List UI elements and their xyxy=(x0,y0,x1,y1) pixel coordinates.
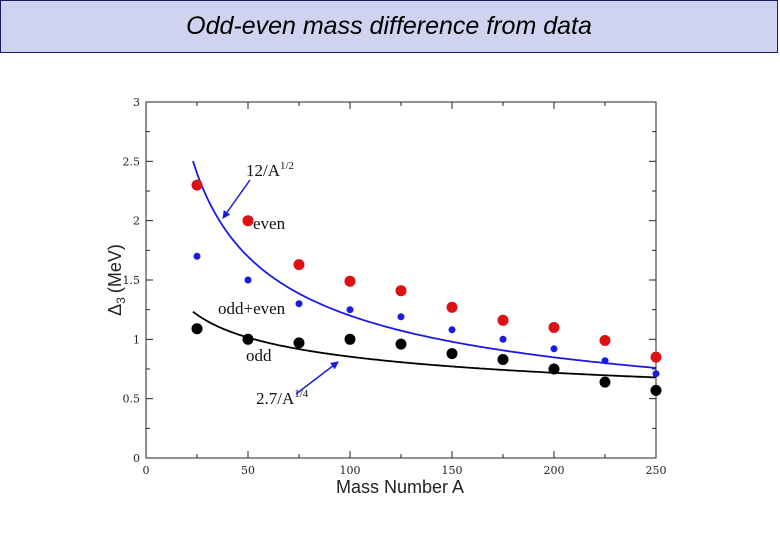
y-axis-label: Δ3 (MeV) xyxy=(105,244,128,316)
x-tick-label: 0 xyxy=(143,464,150,477)
page-title: Odd-even mass difference from data xyxy=(186,12,592,40)
point-even xyxy=(446,301,458,313)
y-axis-label-symbol: Δ xyxy=(105,304,125,316)
point-odd-plus-even xyxy=(499,335,507,343)
y-tick-label: 1 xyxy=(133,333,140,346)
point-even xyxy=(242,215,254,227)
arrow-blue-curve xyxy=(222,179,251,219)
point-odd-plus-even xyxy=(397,313,405,321)
label-even: even xyxy=(253,214,286,233)
point-odd xyxy=(599,376,611,388)
point-odd xyxy=(446,348,458,360)
x-tick-label: 250 xyxy=(646,464,667,477)
label-black-curve-base: 2.7/A xyxy=(256,389,295,408)
point-odd xyxy=(497,354,509,365)
point-odd-plus-even xyxy=(550,345,558,353)
point-odd-plus-even xyxy=(295,300,303,308)
curve-2.7-over-a-quarter xyxy=(192,310,657,379)
y-axis: 0 0.5 1 1.5 2 2.5 3 xyxy=(123,96,656,465)
point-even xyxy=(650,351,662,363)
point-even xyxy=(191,179,203,191)
title-bar xyxy=(0,0,778,53)
point-odd-plus-even xyxy=(652,370,660,378)
point-even xyxy=(395,285,407,297)
x-tick-label: 200 xyxy=(544,464,565,477)
y-tick-label: 0.5 xyxy=(123,393,141,406)
y-axis-label-subscript: 3 xyxy=(114,297,128,304)
y-tick-label: 2 xyxy=(133,215,140,228)
label-blue-curve-exp: 1/2 xyxy=(280,160,294,172)
point-even xyxy=(344,275,356,287)
point-even xyxy=(497,314,509,326)
label-blue-curve-base: 12/A xyxy=(246,161,281,180)
label-black-curve-exp: 1/4 xyxy=(294,388,309,400)
point-odd xyxy=(395,338,407,350)
point-odd xyxy=(293,337,305,349)
x-tick-label: 150 xyxy=(442,464,463,477)
label-odd: odd xyxy=(246,346,272,365)
x-tick-label: 100 xyxy=(340,464,361,477)
plot-frame xyxy=(145,101,657,459)
point-odd-plus-even xyxy=(601,357,609,365)
x-axis: 0 50 100 150 200 250 xyxy=(143,102,667,477)
x-axis-label: Mass Number A xyxy=(336,477,464,497)
point-even xyxy=(293,259,305,271)
point-odd-plus-even xyxy=(346,306,354,314)
y-tick-label: 3 xyxy=(133,96,140,109)
y-tick-label: 0 xyxy=(133,452,140,465)
point-odd-plus-even xyxy=(193,252,201,260)
point-odd xyxy=(548,363,560,375)
point-odd-plus-even xyxy=(244,276,252,284)
point-odd xyxy=(191,323,203,335)
x-tick-label: 50 xyxy=(241,464,255,477)
point-odd xyxy=(650,384,662,396)
point-odd xyxy=(344,333,356,345)
y-tick-label: 1.5 xyxy=(123,274,141,287)
arrow-black-curve xyxy=(295,361,339,395)
label-black-curve: 2.7/A1/4 xyxy=(256,388,309,408)
point-even xyxy=(599,335,611,346)
point-even xyxy=(548,322,560,333)
label-blue-curve: 12/A1/2 xyxy=(246,160,294,180)
label-odd-even: odd+even xyxy=(218,299,286,318)
point-odd-plus-even xyxy=(448,326,456,334)
y-axis-label-unit: (MeV) xyxy=(105,244,125,293)
curve-12-over-sqrt-a xyxy=(192,160,657,369)
point-odd xyxy=(242,333,254,345)
y-tick-label: 2.5 xyxy=(123,155,141,168)
svg-text:Δ3(MeV): Δ3 (MeV) xyxy=(105,244,128,316)
data-points xyxy=(191,179,662,396)
